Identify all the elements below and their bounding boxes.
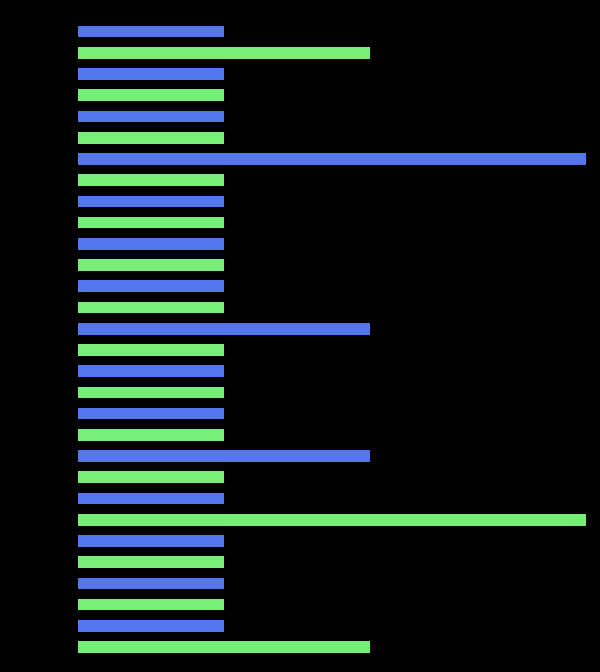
Bar [78,132,224,144]
Bar [78,450,370,462]
Bar [78,89,224,101]
Bar [78,429,224,441]
Bar [78,366,224,377]
Bar [78,641,370,653]
Bar [78,472,224,483]
Bar [78,620,224,632]
Bar [78,514,586,526]
Bar [78,344,224,355]
Bar [78,556,224,568]
Bar [78,196,224,207]
Bar [78,153,586,165]
Bar [78,408,224,419]
Bar [78,47,370,58]
Bar [78,174,224,186]
Bar [78,26,224,38]
Bar [78,69,224,80]
Bar [78,386,224,398]
Bar [78,111,224,122]
Bar [78,280,224,292]
Bar [78,599,224,610]
Bar [78,577,224,589]
Bar [78,302,224,313]
Bar [78,259,224,271]
Bar [78,217,224,228]
Bar [78,493,224,505]
Bar [78,238,224,250]
Bar [78,535,224,547]
Bar [78,323,370,335]
